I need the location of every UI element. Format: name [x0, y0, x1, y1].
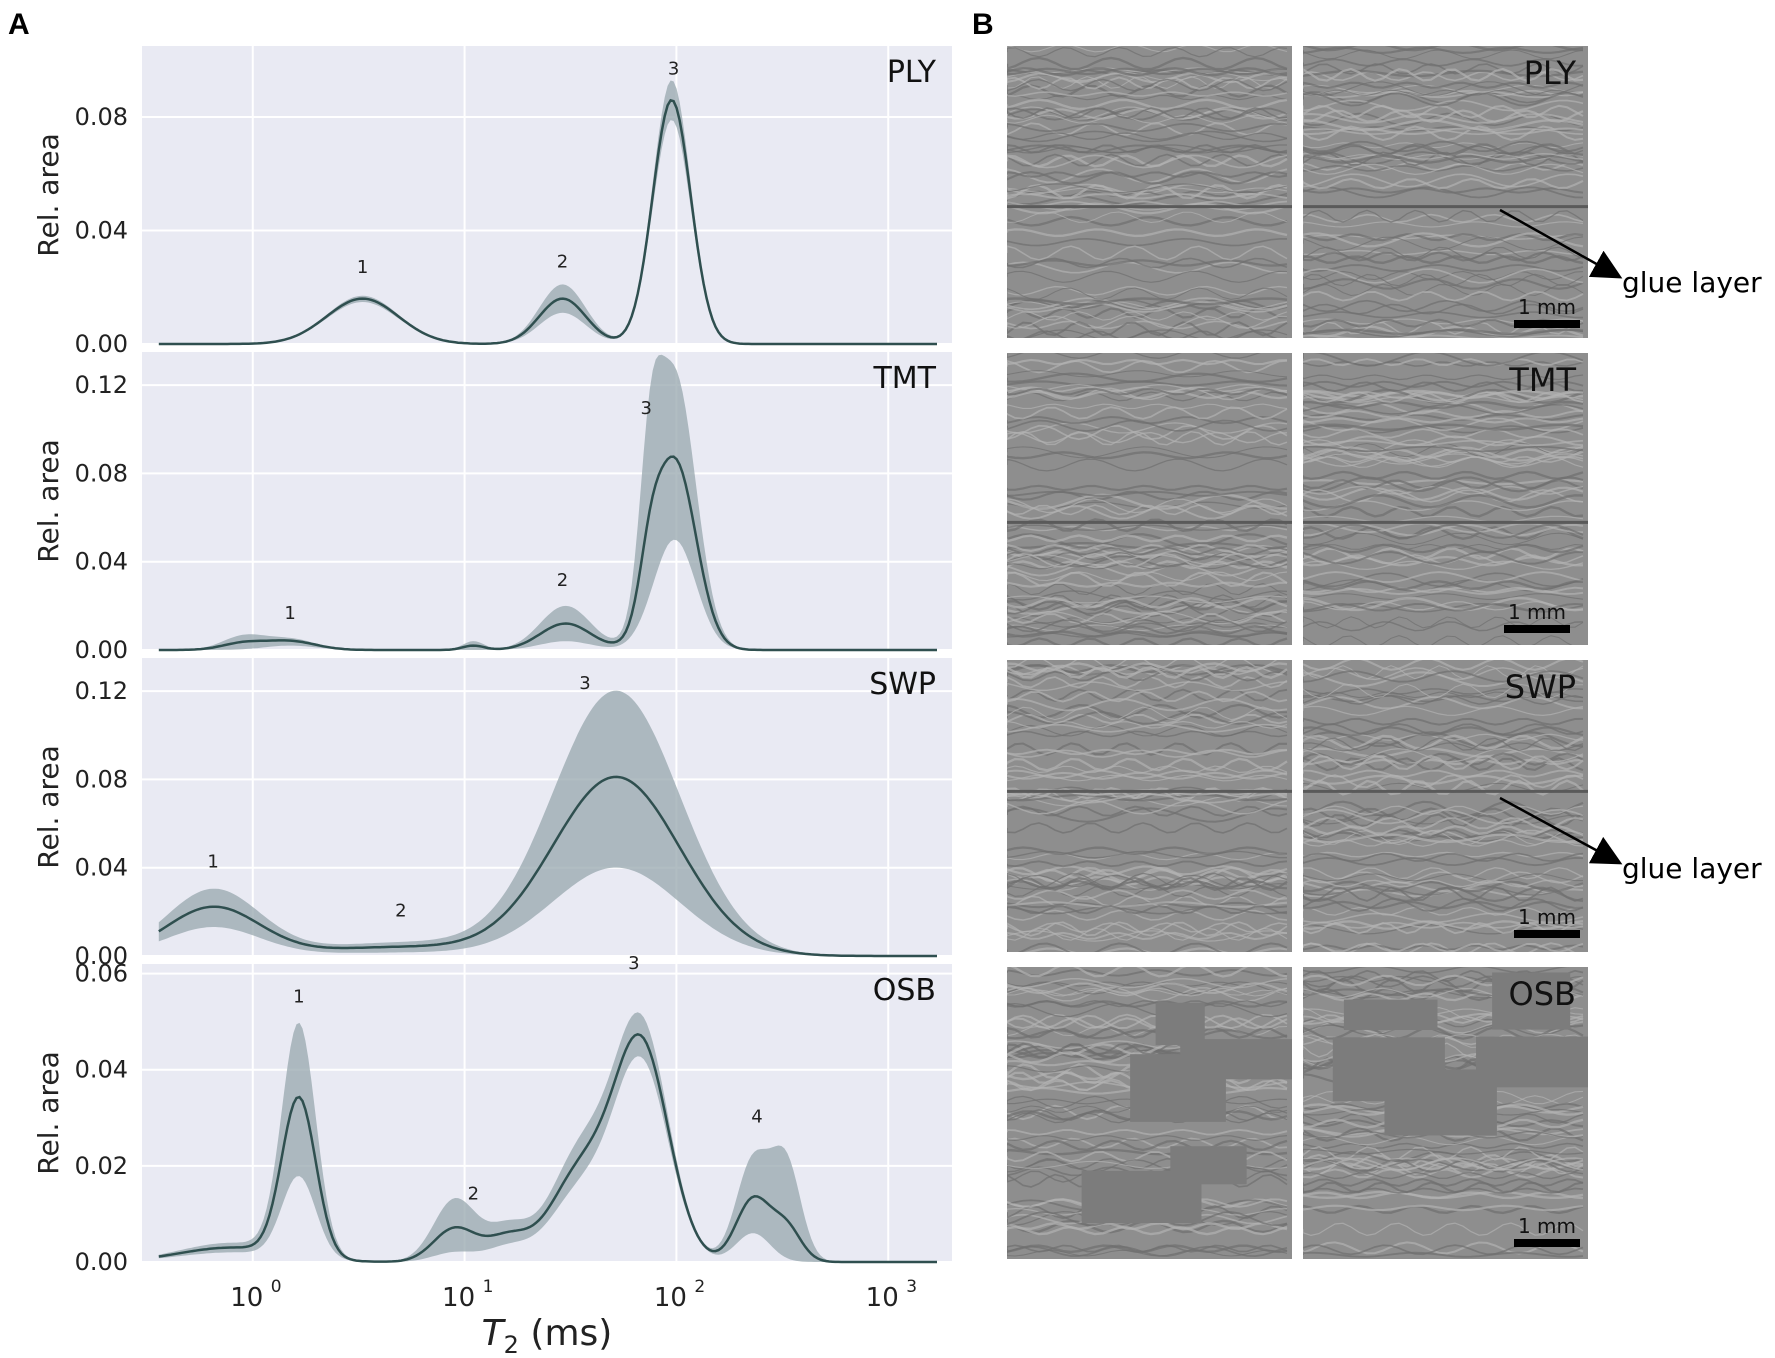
y-tick-label: 0.08 [75, 765, 128, 793]
y-tick-label: 0.12 [75, 371, 128, 399]
y-tick-label: 0.00 [75, 636, 128, 664]
micrograph-texture [1007, 46, 1292, 338]
y-tick-label: 0.00 [75, 942, 128, 970]
glue-layer-label: glue layer [1622, 266, 1762, 299]
peak-label: 3 [628, 953, 639, 974]
peak-label: 2 [468, 1184, 479, 1205]
micrograph-ply-right: PLY 1 mm [1303, 46, 1588, 338]
micrograph-osb-right: OSB 1 mm [1303, 967, 1588, 1259]
scale-bar: 1 mm [1514, 296, 1580, 328]
micrograph-swp-right: SWP 1 mm [1303, 660, 1588, 952]
uncertainty-band-osb [158, 1012, 938, 1262]
mean-line-swp [158, 775, 937, 958]
x-axis-label: T2 (ms) [482, 1313, 613, 1358]
panel-letter-b: B [972, 8, 994, 41]
micrograph-texture [1303, 46, 1588, 338]
y-tick-label: 0.02 [75, 1152, 128, 1180]
micrograph-texture [1303, 967, 1588, 1258]
plot-background [142, 352, 952, 650]
micrograph-tag: PLY [1523, 54, 1576, 92]
scale-bar-label: 1 mm [1517, 905, 1577, 929]
x-tick-exponent: 3 [906, 1277, 917, 1297]
peak-label: 3 [640, 398, 651, 419]
micrograph-texture [1303, 353, 1588, 645]
x-tick-label: 10 [866, 1283, 899, 1313]
panel-letter-a: A [8, 8, 30, 41]
x-tick-exponent: 1 [483, 1277, 494, 1297]
peak-label: 1 [357, 257, 368, 278]
panel-name: SWP [869, 667, 936, 702]
micrograph-swp-left [1007, 660, 1292, 952]
micrograph-tag: TMT [1509, 361, 1576, 399]
micrograph-tag: SWP [1504, 668, 1576, 706]
uncertainty-band-swp [158, 690, 938, 956]
y-tick-label: 0.04 [75, 1056, 128, 1084]
peak-label: 1 [207, 852, 218, 873]
scale-bar: 1 mm [1504, 601, 1570, 633]
micrograph-texture [1007, 353, 1292, 645]
y-tick-label: 0.06 [75, 960, 128, 988]
micrograph-texture [1007, 660, 1292, 952]
y-axis-label: Rel. area [32, 133, 65, 256]
peak-label: 2 [395, 900, 406, 921]
y-tick-label: 0.08 [75, 103, 128, 131]
plot-background [142, 46, 952, 344]
micrograph-ply-left [1007, 46, 1292, 338]
y-axis-label: Rel. area [32, 439, 65, 562]
panel-name: OSB [873, 973, 936, 1008]
x-tick-exponent: 0 [271, 1277, 282, 1297]
x-tick-exponent: 2 [694, 1277, 705, 1297]
x-tick-label: 10 [230, 1283, 263, 1313]
mean-line-ply [158, 98, 937, 346]
peak-label: 1 [284, 603, 295, 624]
x-tick-label: 10 [442, 1283, 475, 1313]
peak-label: 1 [293, 986, 304, 1007]
scale-bar: 1 mm [1514, 906, 1580, 938]
mean-line-osb [158, 1032, 937, 1264]
panel-name: PLY [887, 55, 937, 90]
y-tick-label: 0.00 [75, 1248, 128, 1276]
mean-line-tmt [158, 455, 937, 652]
y-axis-label: Rel. area [32, 745, 65, 868]
micrograph-osb-left [1007, 967, 1292, 1259]
y-tick-label: 0.04 [75, 548, 128, 576]
x-tick-label: 10 [654, 1283, 687, 1313]
micrograph-tmt-left [1007, 353, 1292, 645]
scale-bar-label: 1 mm [1507, 600, 1567, 624]
micrograph-texture [1007, 967, 1292, 1257]
y-tick-label: 0.04 [75, 216, 128, 244]
peak-label: 4 [751, 1107, 762, 1128]
peak-label: 2 [557, 251, 568, 272]
micrograph-tag: OSB [1508, 975, 1576, 1013]
scale-bar-label: 1 mm [1517, 295, 1577, 319]
micrograph-tmt-right: TMT 1 mm [1303, 353, 1588, 645]
peak-label: 2 [557, 570, 568, 591]
y-axis-label: Rel. area [32, 1051, 65, 1174]
scale-bar-label: 1 mm [1517, 1214, 1577, 1238]
peak-label: 3 [579, 673, 590, 694]
scale-bar: 1 mm [1514, 1215, 1580, 1247]
panel-name: TMT [872, 361, 936, 396]
y-tick-label: 0.04 [75, 854, 128, 882]
glue-layer-label: glue layer [1622, 852, 1762, 885]
peak-label: 3 [668, 58, 679, 79]
y-tick-label: 0.08 [75, 459, 128, 487]
y-tick-label: 0.12 [75, 677, 128, 705]
y-tick-label: 0.00 [75, 330, 128, 358]
